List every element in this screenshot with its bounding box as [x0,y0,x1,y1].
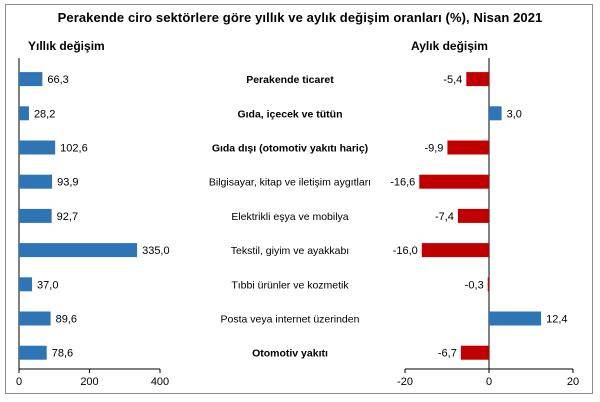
monthly-value-label: -9,9 [424,143,443,155]
yearly-bar [19,72,43,87]
monthly-bar [460,345,489,360]
category-label: Gıda dışı (otomotiv yakıtı hariç) [212,143,368,155]
yearly-panel-title: Yıllık değişim [28,39,105,53]
monthly-bar [466,72,489,87]
yearly-bar [19,174,53,189]
monthly-value-label: -5,4 [443,74,462,86]
yearly-bar [19,345,47,360]
yearly-value-label: 89,6 [56,314,77,326]
monthly-bar [421,243,489,258]
category-label: Elektrikli eşya ve mobilya [231,211,348,223]
category-label: Posta veya internet üzerinden [221,314,360,326]
yearly-value-label: 37,0 [37,279,58,291]
chart-title: Perakende ciro sektörlere göre yıllık ve… [57,10,543,25]
yearly-bar [19,106,29,121]
yearly-tick-label: 400 [151,376,169,388]
yearly-value-label: 335,0 [142,245,170,257]
monthly-value-label: -16,0 [393,245,418,257]
yearly-bar [19,243,138,258]
yearly-value-label: 102,6 [60,143,88,155]
monthly-value-label: -7,4 [435,211,454,223]
yearly-value-label: 92,7 [57,211,78,223]
category-label: Tıbbi ürünler ve kozmetik [231,279,349,291]
yearly-bar [19,208,52,223]
monthly-value-label: -0,3 [465,279,484,291]
monthly-value-label: -6,7 [438,348,457,360]
monthly-tick-label: 20 [567,376,579,388]
monthly-bar [447,140,489,155]
yearly-value-label: 93,9 [57,177,78,189]
yearly-tick-label: 200 [80,376,98,388]
yearly-bar [19,140,56,155]
chart-frame [5,4,593,394]
category-label: Bilgisayar, kitap ve iletişim aygıtları [209,177,371,189]
monthly-tick-label: 0 [486,376,492,388]
monthly-value-label: -16,6 [390,177,415,189]
yearly-tick-label: 0 [16,376,22,388]
monthly-panel-title: Aylık değişim [411,39,488,53]
yearly-value-label: 78,6 [52,348,73,360]
monthly-bar [487,277,489,292]
category-label: Tekstil, giyim ve ayakkabı [231,245,349,257]
monthly-bar [489,106,502,121]
yearly-bar [19,277,33,292]
monthly-bar [457,208,489,223]
monthly-tick-label: -20 [397,376,413,388]
yearly-value-label: 66,3 [47,74,68,86]
yearly-value-label: 28,2 [34,108,55,120]
monthly-bar [489,311,542,326]
yearly-bar [19,311,51,326]
monthly-value-label: 12,4 [546,314,567,326]
monthly-value-label: 3,0 [507,108,522,120]
category-label: Otomotiv yakıtı [252,348,328,360]
monthly-bar [419,174,489,189]
category-label: Perakende ticaret [246,74,334,86]
category-label: Gıda, içecek ve tütün [237,108,342,120]
